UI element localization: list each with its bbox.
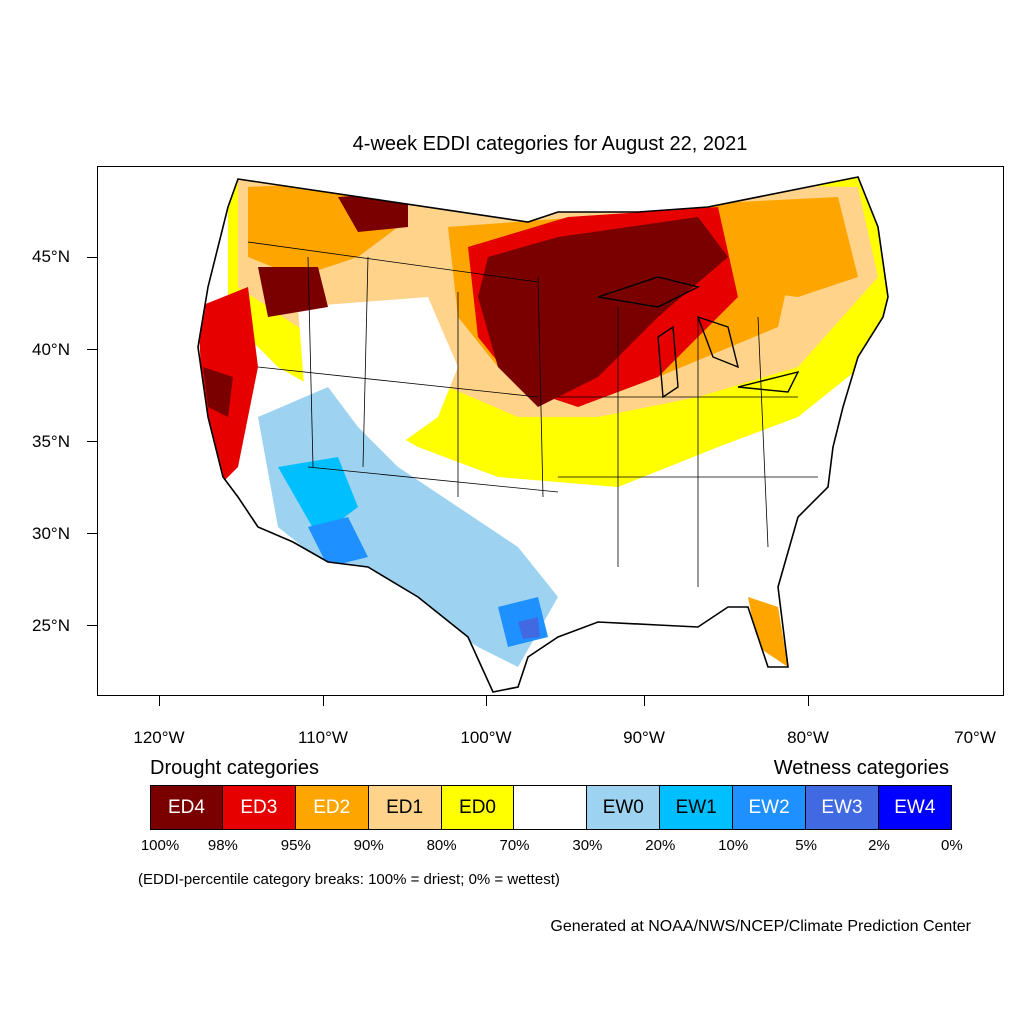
lat-tick-30n (87, 533, 97, 534)
legend-box-ew2: EW2 (733, 785, 807, 830)
lon-label-80w: 80°W (787, 728, 829, 747)
percentile-break-label: 20% (645, 837, 676, 854)
legend-box-ew0: EW0 (587, 785, 661, 830)
drought-categories-heading: Drought categories (150, 757, 319, 779)
lat-tick-45n (87, 257, 97, 258)
lon-label-90w: 90°W (623, 728, 665, 747)
lon-tick-90w (644, 696, 645, 706)
lon-label-120w: 120°W (133, 728, 185, 747)
lon-label-70w: 70°W (954, 728, 996, 747)
percentile-break-label: 30% (572, 837, 603, 854)
lon-tick-80w (808, 696, 809, 706)
percentile-break-label: 70% (499, 837, 530, 854)
percentile-break-label: 95% (280, 837, 311, 854)
lat-label-30n: 30°N (32, 524, 70, 543)
lat-label-35n: 35°N (32, 432, 70, 451)
percentile-break-label: 98% (207, 837, 238, 854)
percentile-break-label: 5% (795, 837, 817, 854)
lon-label-100w: 100°W (460, 728, 512, 747)
legend-box-ed4: ED4 (150, 785, 223, 830)
percentile-break-label: 100% (140, 837, 180, 854)
wetness-categories-heading: Wetness categories (773, 757, 949, 779)
lat-label-25n: 25°N (32, 616, 70, 635)
lon-tick-110w (323, 696, 324, 706)
lat-tick-35n (87, 441, 97, 442)
percentile-break-label: 90% (353, 837, 384, 854)
category-note: (EDDI-percentile category breaks: 100% =… (138, 871, 560, 888)
lat-label-45n: 45°N (32, 247, 70, 266)
legend-box-ed1: ED1 (368, 785, 442, 830)
legend-box-ed0: ED0 (441, 785, 515, 830)
legend-box-ed3: ED3 (222, 785, 296, 830)
credit-line: Generated at NOAA/NWS/NCEP/Climate Predi… (550, 918, 971, 935)
map-title: 4-week EDDI categories for August 22, 20… (352, 133, 748, 155)
lat-label-40n: 40°N (32, 340, 70, 359)
category-legend: ED4 ED3 ED2 ED1 ED0 EW0 EW1 EW2 EW3 EW4 (150, 785, 952, 830)
legend-box-ed2: ED2 (295, 785, 369, 830)
legend-box-ew1: EW1 (660, 785, 734, 830)
percentile-break-label: 80% (426, 837, 457, 854)
eddi-map (97, 166, 1004, 696)
conus-map-graphic (197, 176, 889, 693)
percentile-break-label: 10% (718, 837, 749, 854)
lon-tick-120w (159, 696, 160, 706)
legend-box-neutral (514, 785, 588, 830)
legend-box-ew4: EW4 (878, 785, 952, 830)
legend-box-ew3: EW3 (806, 785, 879, 830)
percentile-break-label: 2% (868, 837, 890, 854)
lon-tick-100w (486, 696, 487, 706)
lon-label-110w: 110°W (298, 728, 348, 747)
lat-tick-40n (87, 349, 97, 350)
lat-tick-25n (87, 625, 97, 626)
percentile-break-label: 0% (941, 837, 963, 854)
